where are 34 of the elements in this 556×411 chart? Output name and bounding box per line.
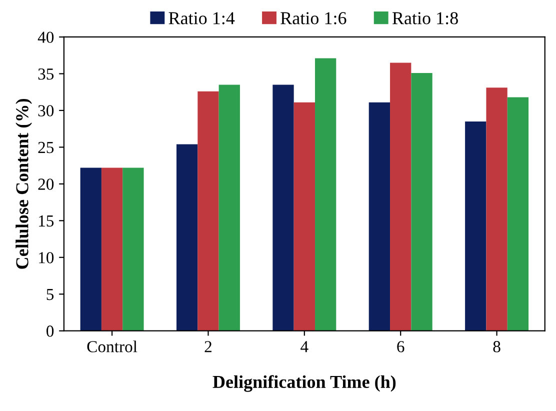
bar (294, 102, 315, 331)
bar (507, 97, 529, 331)
bar (486, 88, 508, 331)
y-tick-label: 10 (39, 252, 54, 264)
y-tick-label: 25 (38, 142, 54, 154)
x-tick-label: 8 (493, 341, 500, 352)
bar (411, 72, 432, 331)
bar (390, 62, 412, 331)
legend-label: Ratio 1:4 (168, 12, 235, 24)
y-tick-label: 15 (39, 215, 54, 227)
y-tick-label: 30 (38, 105, 54, 116)
bar (465, 121, 486, 331)
y-tick-label: 0 (46, 326, 54, 337)
bar (122, 168, 144, 331)
bar (80, 168, 102, 331)
x-tick-label: Control (87, 340, 138, 352)
bar (272, 84, 294, 331)
y-tick-label: 5 (46, 288, 54, 300)
bar (218, 84, 240, 331)
y-tick-label: 35 (38, 68, 54, 80)
bar (101, 168, 123, 331)
y-tick-label: 40 (38, 32, 54, 43)
legend-label: Ratio 1:6 (280, 12, 346, 24)
y-axis-title: Cellulose Content (%) (16, 98, 32, 269)
bar (368, 102, 390, 331)
x-axis-title: Delignification Time (h) (212, 375, 396, 392)
bar (198, 91, 219, 331)
y-tick-label: 20 (38, 178, 54, 190)
x-tick-label: 2 (204, 341, 212, 352)
x-tick-label: 6 (397, 341, 404, 352)
legend-label: Ratio 1:8 (392, 12, 458, 24)
bar (176, 144, 198, 331)
bar (314, 58, 336, 331)
x-tick-label: 4 (300, 341, 308, 352)
